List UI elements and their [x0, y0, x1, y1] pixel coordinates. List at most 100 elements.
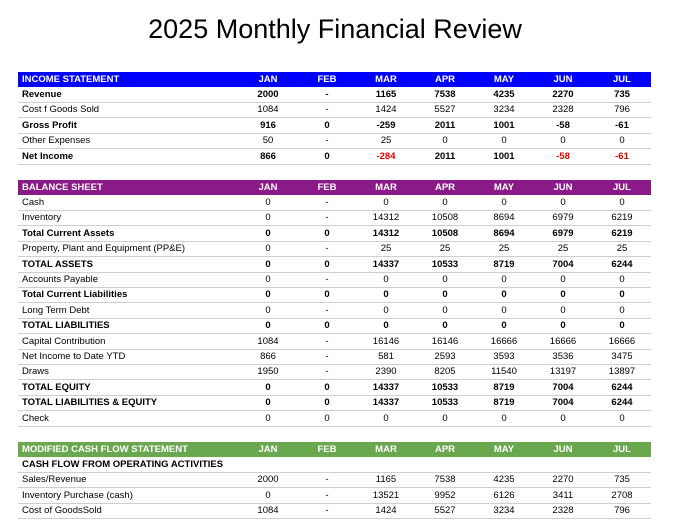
cell-value: 7538 [434, 89, 456, 100]
column-header: APR [434, 74, 456, 85]
cell-value: 25 [616, 243, 628, 255]
cell-value: 1084 [257, 335, 279, 347]
cell-value: 0 [324, 289, 330, 301]
cell-value: 4235 [493, 89, 515, 100]
column-header: FEB [317, 444, 337, 455]
row-label: Other Expenses [22, 135, 91, 147]
cell-value: -61 [615, 150, 629, 162]
cell-value: 0 [619, 412, 625, 424]
cell-value: 1001 [493, 119, 515, 131]
cell-value: 2270 [552, 474, 574, 486]
cell-value: 10533 [431, 381, 459, 393]
section-title: BALANCE SHEET [22, 182, 103, 193]
cell-value: 6219 [611, 212, 633, 224]
section-title: MODIFIED CASH FLOW STATEMENT [22, 444, 188, 455]
cell-value: 1424 [375, 104, 397, 116]
cell-value: 735 [614, 89, 630, 100]
row-label: Draws [22, 366, 49, 378]
cell-value: 0 [560, 135, 566, 147]
cell-value: 14337 [372, 397, 400, 409]
cell-value: 0 [383, 274, 389, 285]
cell-value: - [325, 474, 329, 486]
row-label: TOTAL LIABILITIES & EQUITY [22, 397, 158, 409]
cell-value: -259 [376, 119, 396, 131]
cell-value: 3593 [493, 351, 515, 362]
cell-value: 0 [501, 197, 507, 208]
cell-value: 2011 [434, 119, 456, 131]
row-divider [18, 471, 651, 473]
row-divider [18, 148, 651, 150]
row-divider [18, 317, 651, 319]
row-divider [18, 132, 651, 134]
cell-value: -58 [556, 150, 570, 162]
cell-value: 0 [560, 320, 566, 332]
row-label: TOTAL EQUITY [22, 381, 91, 393]
column-header: MAR [375, 182, 397, 193]
column-header: MAY [493, 444, 515, 455]
cell-value: 0 [619, 197, 625, 208]
cell-value: 0 [560, 304, 566, 316]
cell-value: 1165 [375, 89, 397, 100]
cell-value: 0 [560, 274, 566, 285]
row-divider [18, 363, 651, 365]
cell-value: 5527 [434, 104, 456, 116]
cell-value: 7004 [552, 381, 574, 393]
row-divider [18, 487, 651, 489]
cell-value: - [325, 89, 329, 100]
cell-value: 2000 [257, 474, 279, 486]
cell-value: 0 [324, 320, 330, 332]
cell-value: 1424 [375, 505, 397, 517]
column-header: FEB [317, 74, 337, 85]
cell-value: 8719 [493, 397, 515, 409]
section-title: INCOME STATEMENT [22, 74, 120, 85]
cell-value: 0 [324, 258, 330, 270]
cell-value: 16146 [372, 335, 400, 347]
column-header: JUL [613, 74, 631, 85]
cell-value: - [325, 135, 329, 147]
cell-value: 4235 [493, 474, 515, 486]
cell-value: 7004 [552, 397, 574, 409]
cell-value: 581 [378, 351, 394, 362]
cell-value: 10508 [431, 212, 459, 224]
row-divider [18, 302, 651, 304]
cell-value: 1950 [257, 366, 279, 378]
cell-value: 5527 [434, 505, 456, 517]
cell-value: - [325, 366, 329, 378]
cell-value: 7538 [434, 474, 456, 486]
cell-value: 3234 [493, 104, 515, 116]
cell-value: 0 [442, 289, 448, 301]
cell-value: 0 [442, 320, 448, 332]
row-divider [18, 333, 651, 335]
cell-value: 0 [560, 412, 566, 424]
column-header: JUN [553, 444, 573, 455]
cell-value: 0 [560, 289, 566, 301]
cell-value: 0 [265, 412, 271, 424]
cell-value: 0 [442, 274, 448, 285]
cell-value: 3475 [611, 351, 633, 362]
cell-value: 0 [442, 197, 448, 208]
cell-value: 14312 [372, 212, 400, 224]
cell-value: 0 [265, 304, 271, 316]
row-label: Total Current Liabilities [22, 289, 128, 301]
cell-value: 0 [265, 274, 271, 285]
cell-value: 0 [265, 397, 271, 409]
cell-value: 8205 [434, 366, 456, 378]
cell-value: 0 [324, 119, 330, 131]
row-divider [18, 163, 651, 165]
column-header: JUN [553, 182, 573, 193]
cell-value: 1001 [493, 150, 515, 162]
row-label: Total Current Assets [22, 227, 115, 239]
row-divider [18, 394, 651, 396]
row-label: TOTAL LIABILITIES [22, 320, 110, 332]
cell-value: 2011 [434, 150, 456, 162]
row-divider [18, 518, 651, 520]
cell-value: 6979 [552, 212, 574, 224]
row-divider [18, 117, 651, 119]
row-label: Cost f Goods Sold [22, 104, 100, 116]
section-header [18, 180, 651, 195]
row-label: Sales/Revenue [22, 474, 87, 486]
cell-value: 0 [265, 197, 271, 208]
column-header: MAY [493, 74, 515, 85]
cell-value: - [325, 351, 329, 362]
cell-value: 25 [439, 243, 451, 255]
